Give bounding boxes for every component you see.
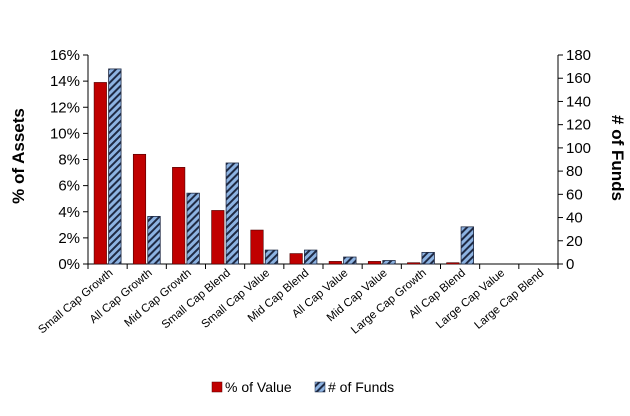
bar-num-funds — [225, 162, 239, 265]
x-tick-label: Small Cap Value — [199, 267, 272, 331]
y-tick-label: 2% — [58, 230, 80, 247]
bar-pct-value — [407, 262, 421, 265]
bar-pct-value — [132, 153, 147, 265]
bar-pct-value — [367, 261, 382, 265]
bar-num-funds — [343, 256, 357, 265]
y2-tick-label: 120 — [566, 117, 591, 134]
y-tick-label: 0% — [58, 256, 80, 273]
y-tick-label: 8% — [58, 152, 80, 169]
y2-tick-label: 0 — [566, 256, 574, 273]
y2-tick-label: 80 — [566, 163, 583, 180]
y2-tick-label: 140 — [566, 93, 591, 110]
y2-tick-label: 160 — [566, 70, 591, 87]
bar-pct-value — [328, 261, 342, 265]
y-tick-label: 14% — [50, 73, 80, 90]
y-tick-label: 12% — [50, 99, 80, 116]
bar-pct-value — [289, 253, 303, 265]
bar-num-funds — [382, 260, 396, 265]
y-tick-label: 10% — [50, 125, 80, 142]
y-axis-title: % of Assets — [9, 108, 28, 204]
x-tick-label: Mid Cap Growth — [122, 267, 193, 330]
y-tick-label: 4% — [58, 204, 80, 221]
y-tick-label: 16% — [50, 47, 80, 64]
y2-tick-label: 40 — [566, 210, 583, 227]
bar-num-funds — [421, 251, 435, 265]
x-tick-label: Large Cap Value — [434, 267, 507, 331]
axes — [83, 54, 563, 269]
bar-pct-value — [250, 229, 264, 265]
bar-num-funds — [186, 192, 200, 265]
bar-num-funds — [264, 249, 279, 265]
legend-label-value: % of Value — [225, 379, 292, 395]
y-tick-label: 6% — [58, 178, 80, 195]
bar-num-funds — [460, 226, 474, 265]
x-tick-label: Large Cap Growth — [349, 267, 429, 337]
y2-tick-label: 100 — [566, 140, 591, 157]
bar-num-funds — [147, 215, 161, 265]
y2-tick-label: 180 — [566, 47, 591, 64]
bar-pct-value — [172, 167, 186, 265]
bar-pct-value — [93, 82, 107, 265]
y2-tick-label: 20 — [566, 233, 583, 250]
bars — [93, 68, 474, 265]
bar-pct-value — [446, 262, 460, 265]
legend-swatch-funds — [314, 381, 326, 393]
x-tick-label: Small Cap Growth — [36, 267, 115, 336]
bar-num-funds — [304, 249, 318, 265]
bar-pct-value — [211, 210, 225, 265]
x-tick-label: Large Cap Blend — [473, 267, 547, 332]
y2-axis-title: # of Funds — [608, 115, 627, 201]
bar-num-funds — [108, 68, 122, 265]
y2-tick-label: 60 — [566, 186, 583, 203]
legend-swatch-value — [211, 381, 223, 393]
legend-label-funds: # of Funds — [328, 379, 394, 395]
legend: % of Value # of Funds — [211, 379, 394, 395]
x-tick-label: Small Cap Blend — [160, 267, 233, 331]
